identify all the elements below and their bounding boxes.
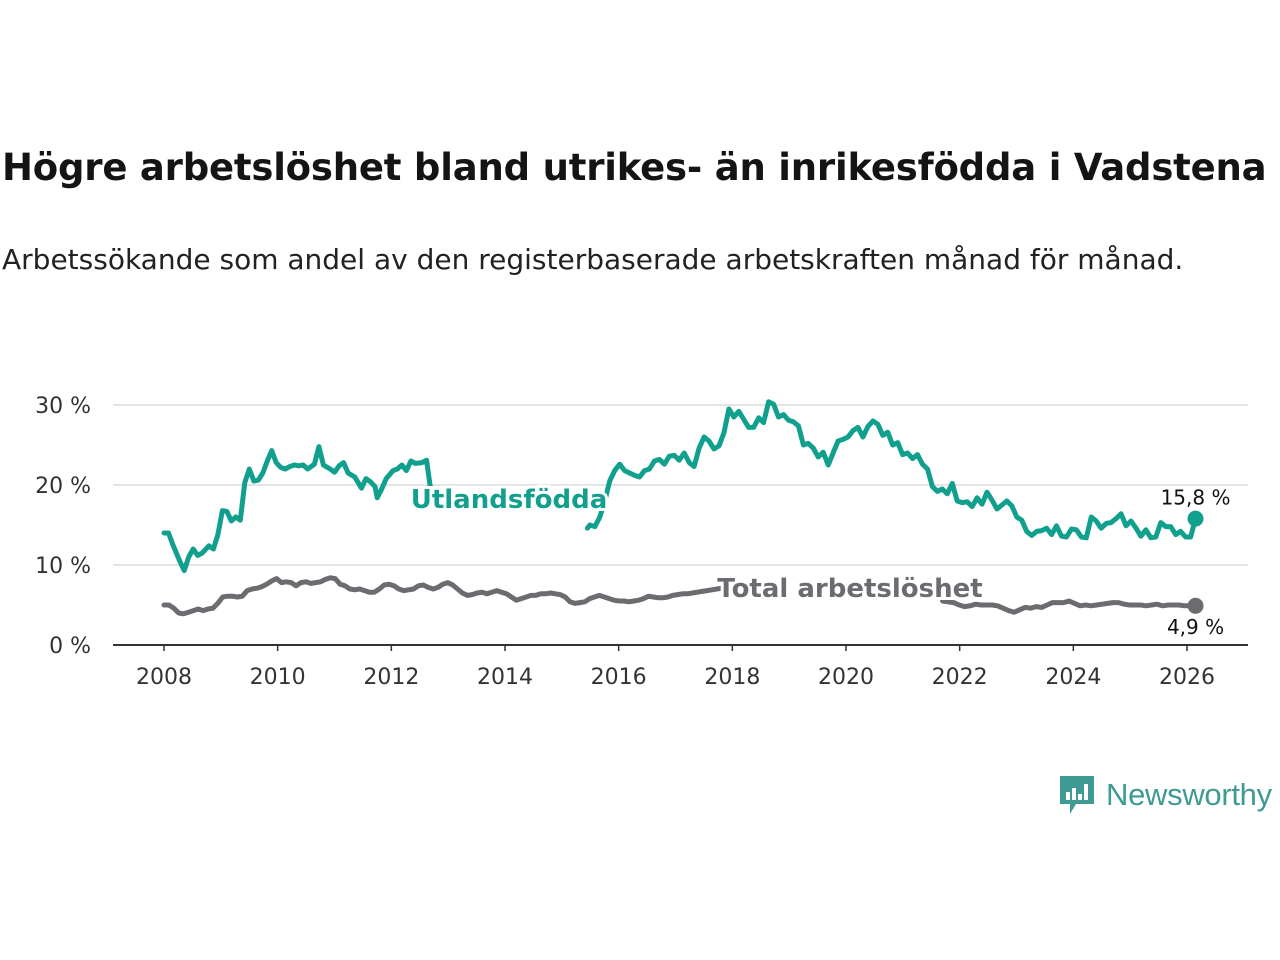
x-tick-label: 2024 (1045, 665, 1101, 690)
annotations: 15,8 % 4,9 % Utlandsfödda Total arbetslöshe… (408, 482, 1231, 639)
x-tick-label: 2026 (1159, 665, 1215, 690)
y-axis: 0 % 10 % 20 % 30 % (35, 394, 91, 659)
end-label-utlandsfodda: 15,8 % (1161, 486, 1231, 510)
logo-text: Newsworthy (1106, 777, 1272, 812)
series-total-line (161, 575, 730, 617)
series-utlandsfodda-line (161, 444, 434, 574)
x-tick-label: 2020 (818, 665, 874, 690)
newsworthy-logo: Newsworthy (1058, 772, 1272, 818)
series-total-line (940, 598, 1198, 615)
y-tick-label: 20 % (35, 474, 91, 499)
x-tick-label: 2010 (250, 665, 306, 690)
x-tick-label: 2014 (477, 665, 533, 690)
end-label-total: 4,9 % (1167, 615, 1224, 639)
y-tick-label: 0 % (49, 634, 91, 659)
series-lines (161, 399, 1204, 617)
x-tick-label: 2018 (704, 665, 760, 690)
chart-subtitle: Arbetssökande som andel av den registerb… (2, 243, 1184, 276)
x-tick-label: 2022 (932, 665, 988, 690)
x-axis: 2008 2010 2012 2014 2016 2018 2020 2022 2024 2026 (113, 644, 1248, 690)
newsworthy-logo-icon (1060, 776, 1094, 814)
y-tick-label: 30 % (35, 394, 91, 419)
y-tick-label: 10 % (35, 554, 91, 579)
series-total-end-marker (1187, 597, 1204, 614)
x-tick-label: 2016 (591, 665, 647, 690)
x-tick-label: 2012 (363, 665, 419, 690)
x-tick-label: 2008 (136, 665, 192, 690)
line-chart: 0 % 10 % 20 % 30 % 2008 2010 2012 2014 2016 2018… (35, 394, 1248, 690)
grid-lines (113, 404, 1248, 566)
series-label-utlandsfodda: Utlandsfödda (411, 485, 608, 515)
series-label-total: Total arbetslöshet (717, 574, 982, 604)
series-utlandsfodda-line (584, 399, 1198, 541)
series-utlandsfodda-end-marker (1187, 510, 1204, 527)
chart-title: Högre arbetslöshet bland utrikes- än inr… (2, 146, 1267, 189)
